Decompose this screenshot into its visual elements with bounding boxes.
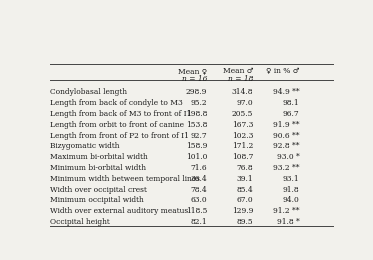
Text: Minimum width between temporal lines: Minimum width between temporal lines bbox=[50, 175, 200, 183]
Text: 102.3: 102.3 bbox=[232, 132, 253, 140]
Text: Length from front of P2 to front of I1: Length from front of P2 to front of I1 bbox=[50, 132, 188, 140]
Text: 94.9 **: 94.9 ** bbox=[273, 88, 300, 96]
Text: 91.8 *: 91.8 * bbox=[277, 218, 300, 226]
Text: 94.0: 94.0 bbox=[283, 196, 300, 204]
Text: 91.8: 91.8 bbox=[283, 186, 300, 193]
Text: 82.1: 82.1 bbox=[191, 218, 207, 226]
Text: 93.2 **: 93.2 ** bbox=[273, 164, 300, 172]
Text: Condylobasal length: Condylobasal length bbox=[50, 88, 126, 96]
Text: Mean ♀: Mean ♀ bbox=[178, 67, 207, 75]
Text: 98.1: 98.1 bbox=[283, 99, 300, 107]
Text: 85.4: 85.4 bbox=[236, 186, 253, 193]
Text: 78.4: 78.4 bbox=[190, 186, 207, 193]
Text: 158.9: 158.9 bbox=[186, 142, 207, 150]
Text: 101.0: 101.0 bbox=[186, 153, 207, 161]
Text: 89.5: 89.5 bbox=[237, 218, 253, 226]
Text: Width over external auditory meatus: Width over external auditory meatus bbox=[50, 207, 188, 215]
Text: 314.8: 314.8 bbox=[232, 88, 253, 96]
Text: Minimum occipital width: Minimum occipital width bbox=[50, 196, 143, 204]
Text: ♀ in % ♂: ♀ in % ♂ bbox=[266, 67, 300, 75]
Text: 129.9: 129.9 bbox=[232, 207, 253, 215]
Text: Mean ♂: Mean ♂ bbox=[223, 67, 253, 75]
Text: 90.6 **: 90.6 ** bbox=[273, 132, 300, 140]
Text: 198.8: 198.8 bbox=[186, 110, 207, 118]
Text: Length from back of M3 to front of I1: Length from back of M3 to front of I1 bbox=[50, 110, 191, 118]
Text: 67.0: 67.0 bbox=[237, 196, 253, 204]
Text: 108.7: 108.7 bbox=[232, 153, 253, 161]
Text: 92.8 **: 92.8 ** bbox=[273, 142, 300, 150]
Text: 39.1: 39.1 bbox=[237, 175, 253, 183]
Text: 95.2: 95.2 bbox=[191, 99, 207, 107]
Text: 153.8: 153.8 bbox=[186, 121, 207, 129]
Text: 71.6: 71.6 bbox=[191, 164, 207, 172]
Text: 205.5: 205.5 bbox=[232, 110, 253, 118]
Text: n = 18: n = 18 bbox=[228, 75, 253, 83]
Text: Bizygomatic width: Bizygomatic width bbox=[50, 142, 119, 150]
Text: 118.5: 118.5 bbox=[186, 207, 207, 215]
Text: n = 16: n = 16 bbox=[182, 75, 207, 83]
Text: Minimum bi-orbital width: Minimum bi-orbital width bbox=[50, 164, 145, 172]
Text: 93.1: 93.1 bbox=[283, 175, 300, 183]
Text: Width over occipital crest: Width over occipital crest bbox=[50, 186, 146, 193]
Text: 76.8: 76.8 bbox=[237, 164, 253, 172]
Text: Length from orbit to front of canine: Length from orbit to front of canine bbox=[50, 121, 184, 129]
Text: 92.7: 92.7 bbox=[191, 132, 207, 140]
Text: 91.2 **: 91.2 ** bbox=[273, 207, 300, 215]
Text: 91.9 **: 91.9 ** bbox=[273, 121, 300, 129]
Text: 298.9: 298.9 bbox=[186, 88, 207, 96]
Text: Length from back of condyle to M3: Length from back of condyle to M3 bbox=[50, 99, 182, 107]
Text: 97.0: 97.0 bbox=[237, 99, 253, 107]
Text: 96.7: 96.7 bbox=[283, 110, 300, 118]
Text: 93.0 *: 93.0 * bbox=[277, 153, 300, 161]
Text: 36.4: 36.4 bbox=[190, 175, 207, 183]
Text: 171.2: 171.2 bbox=[232, 142, 253, 150]
Text: Maximum bi-orbital width: Maximum bi-orbital width bbox=[50, 153, 147, 161]
Text: 167.3: 167.3 bbox=[232, 121, 253, 129]
Text: Occipital height: Occipital height bbox=[50, 218, 109, 226]
Text: 63.0: 63.0 bbox=[191, 196, 207, 204]
